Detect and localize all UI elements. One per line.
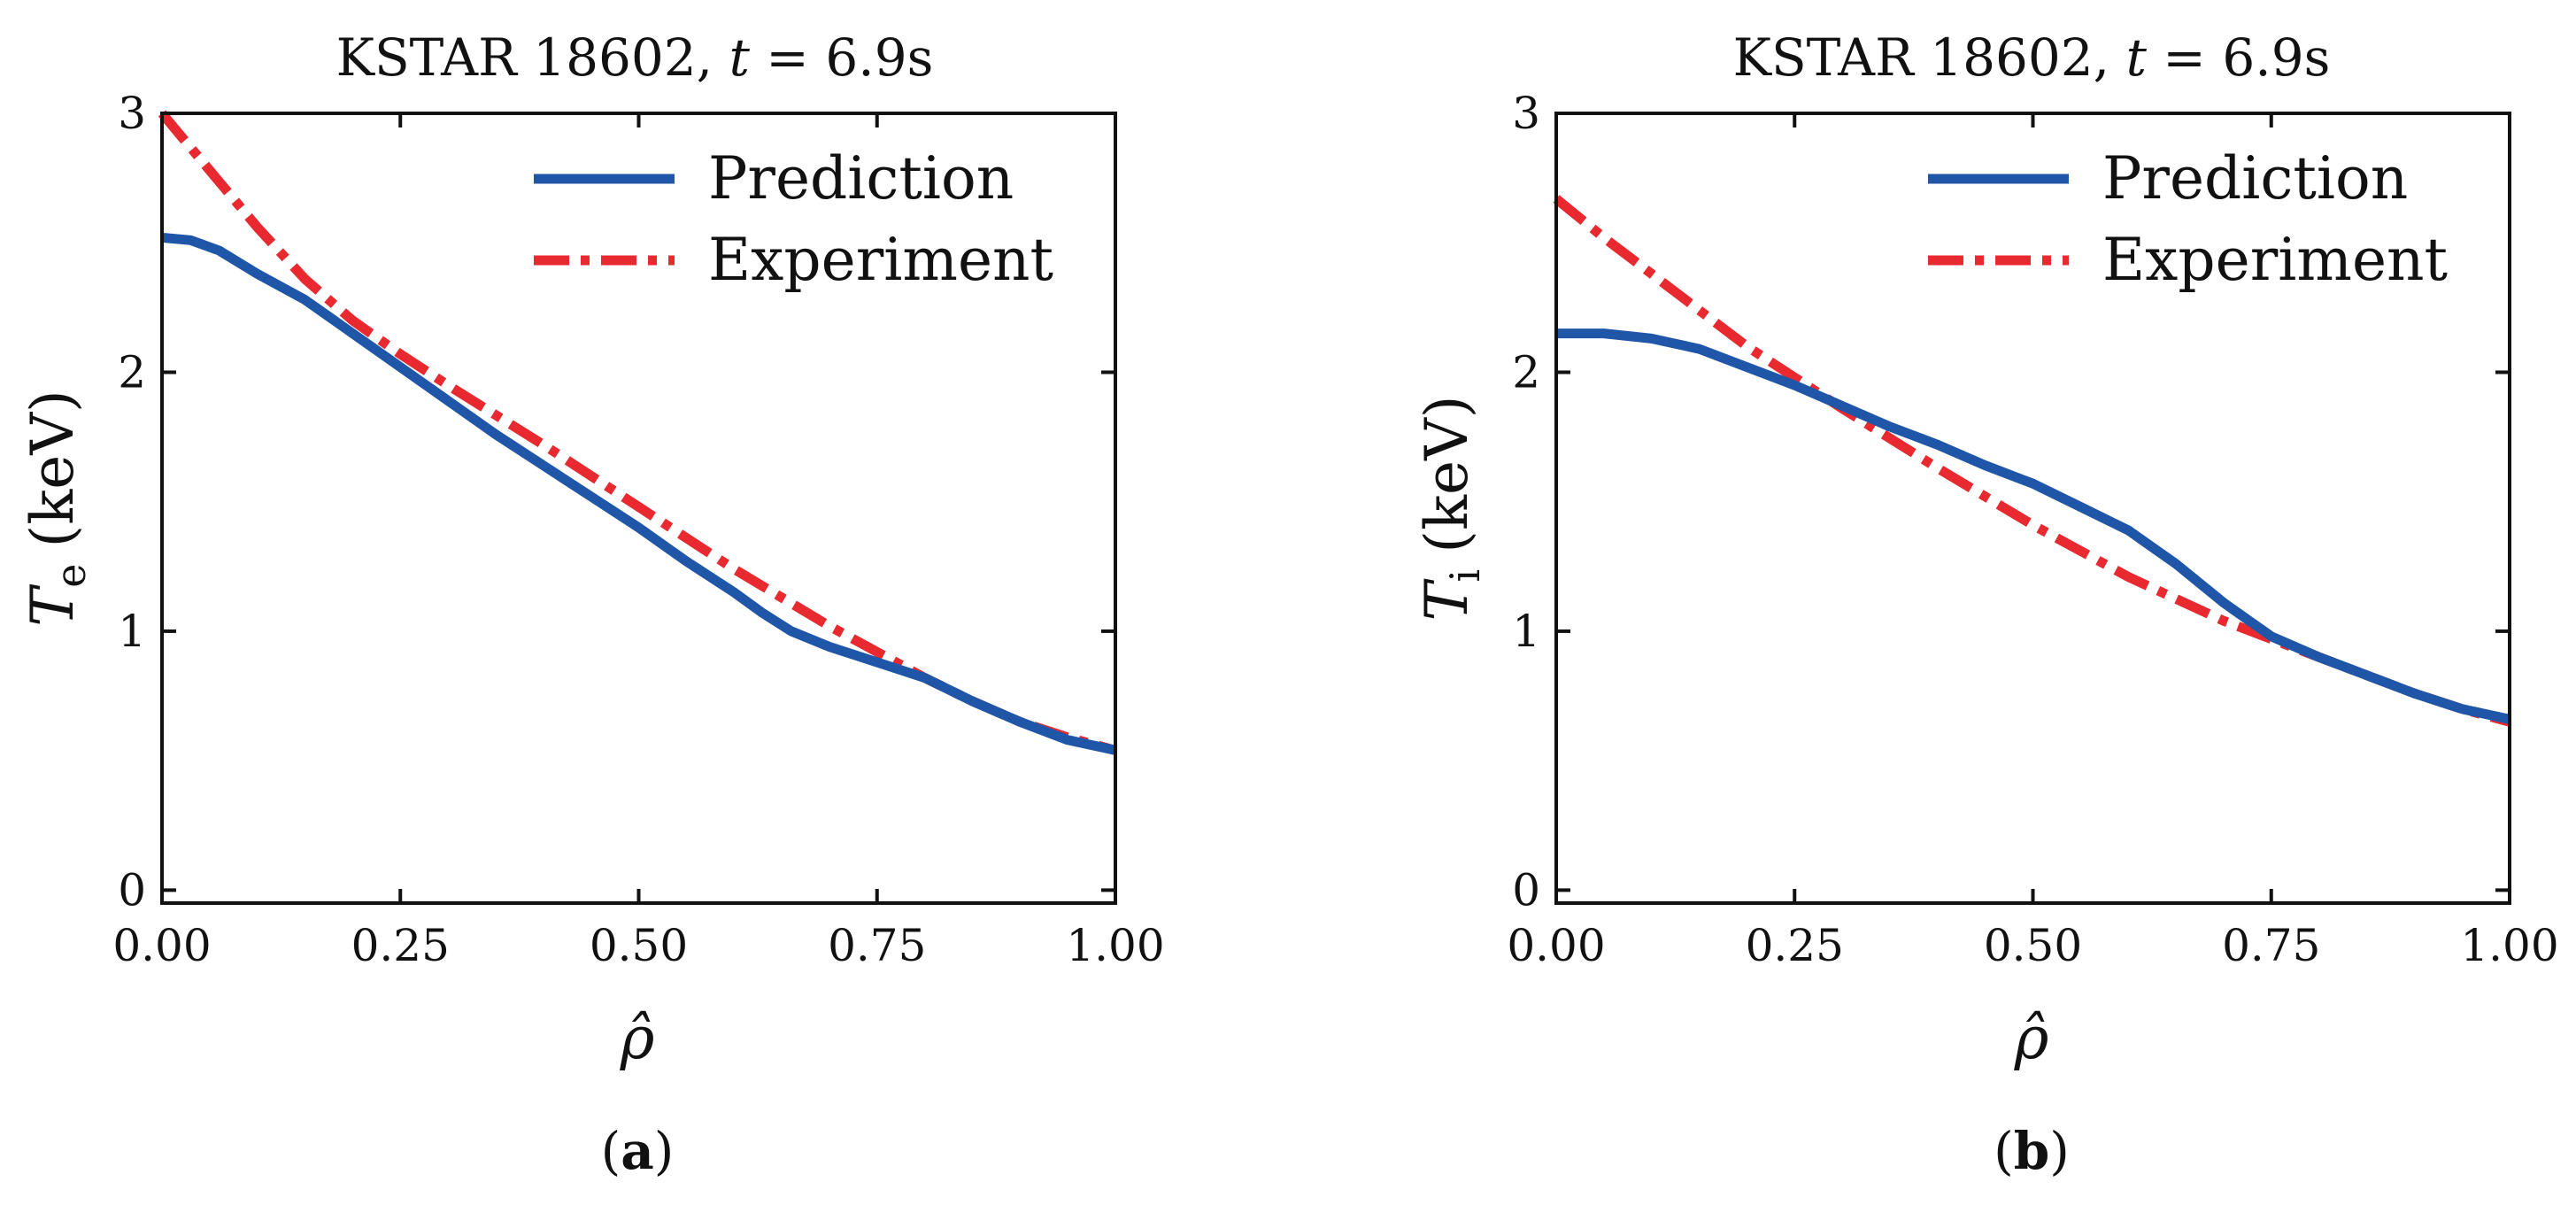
panel-a-ticks xyxy=(160,112,1117,903)
panel-a-xtick-label: 0.50 xyxy=(590,920,688,971)
panel-a-legend-prediction-label: Prediction xyxy=(708,144,1014,212)
panel-b-xtick-label: 0.50 xyxy=(1984,920,2082,971)
panel-a-ytick-label: 3 xyxy=(118,88,146,139)
panel-b-ytick-label: 3 xyxy=(1512,88,1540,139)
panel-b-y-axis-label: Ti(keV) xyxy=(1413,396,1489,622)
panel-a: KSTAR 18602, t = 6.9s 0 1 2 3 0.00 0.25 … xyxy=(19,27,1165,1181)
panel-a-xtick-label: 0.00 xyxy=(112,920,211,971)
panel-b-xtick-label: 0.25 xyxy=(1746,920,1844,971)
panel-b-legend: Prediction Experiment xyxy=(1928,144,2448,294)
panel-b-ytick-label: 2 xyxy=(1512,346,1540,398)
panel-b-prediction-line xyxy=(1556,328,2511,724)
panel-b-xtick-label: 1.00 xyxy=(2460,920,2558,971)
panel-a-prediction-line xyxy=(161,232,1117,755)
panel-b-legend-prediction-label: Prediction xyxy=(2102,144,2408,212)
panel-b: KSTAR 18602, t = 6.9s 0 1 2 3 0.00 0.25 … xyxy=(1413,27,2559,1181)
panel-a-x-axis-label: ρ̂ xyxy=(620,1004,655,1072)
panel-b-ytick-label: 1 xyxy=(1512,606,1540,657)
panel-b-legend-experiment-label: Experiment xyxy=(2102,226,2448,294)
panel-a-legend: Prediction Experiment xyxy=(534,144,1053,294)
panel-b-title: KSTAR 18602, t = 6.9s xyxy=(1733,27,2331,88)
panel-a-legend-experiment-label: Experiment xyxy=(708,226,1053,294)
panel-b-label: (b) xyxy=(1994,1121,2070,1181)
panel-a-y-axis-label: Te(keV) xyxy=(19,390,95,626)
panel-a-ytick-label: 1 xyxy=(118,606,146,657)
panel-a-ytick-label: 0 xyxy=(118,864,146,915)
panel-b-xtick-label: 0.75 xyxy=(2222,920,2320,971)
panel-a-xtick-label: 1.00 xyxy=(1066,920,1164,971)
panel-a-ytick-label: 2 xyxy=(118,346,146,398)
panel-b-x-axis-label: ρ̂ xyxy=(2014,1004,2049,1072)
panel-b-ticks xyxy=(1554,112,2511,903)
panel-a-xtick-label: 0.75 xyxy=(828,920,926,971)
panel-a-title: KSTAR 18602, t = 6.9s xyxy=(336,27,934,88)
panel-a-label: (a) xyxy=(601,1121,675,1181)
panel-a-xtick-label: 0.25 xyxy=(351,920,450,971)
panel-b-xtick-label: 0.00 xyxy=(1507,920,1605,971)
panel-b-ytick-label: 0 xyxy=(1512,864,1540,915)
